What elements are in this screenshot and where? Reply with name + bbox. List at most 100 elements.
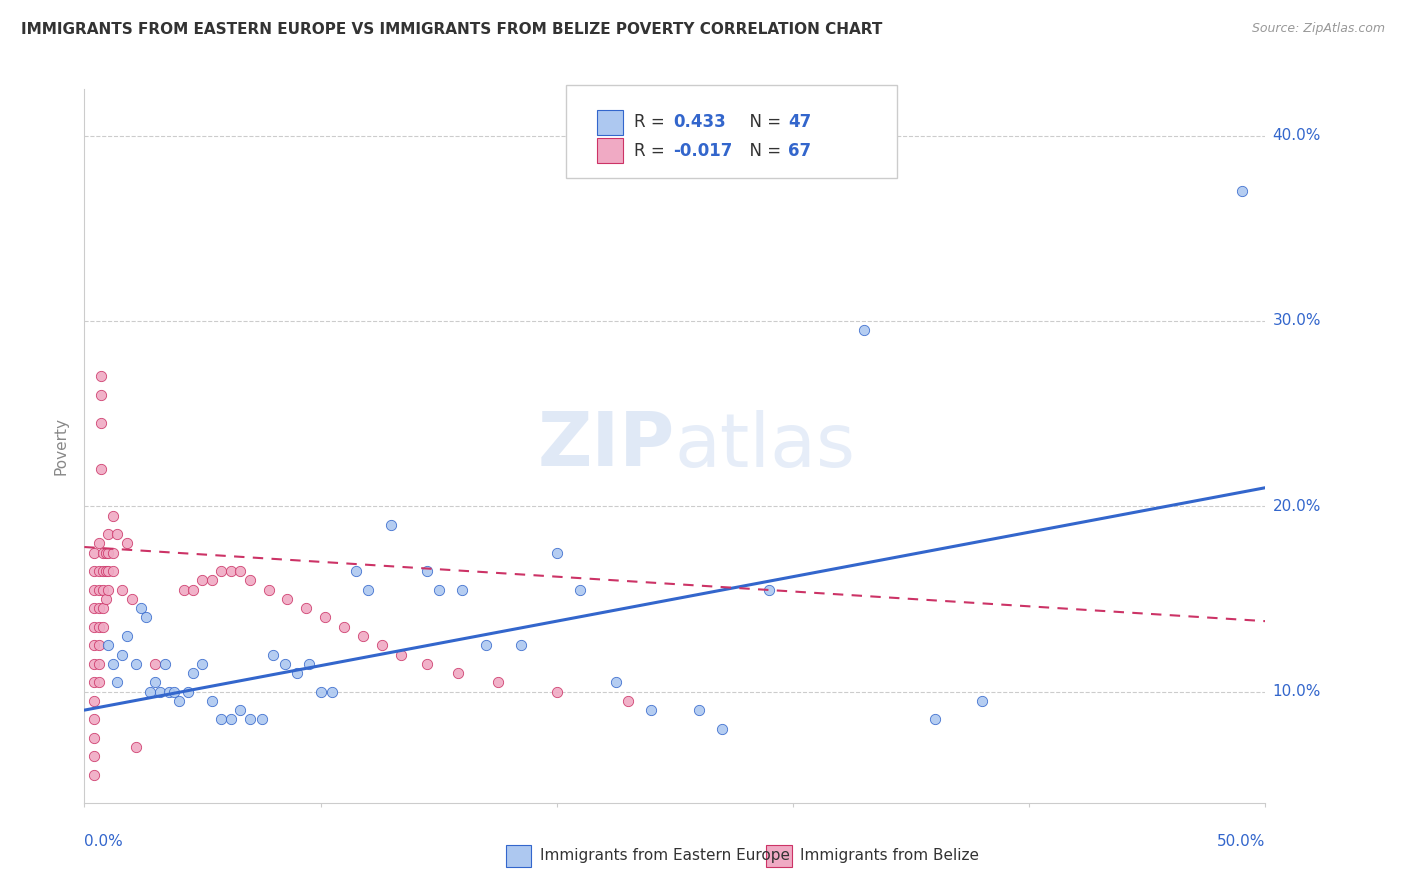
Point xyxy=(321,684,343,698)
Point xyxy=(344,564,367,578)
Point xyxy=(101,657,124,671)
Point xyxy=(149,684,172,698)
Text: 40.0%: 40.0% xyxy=(1272,128,1320,143)
Point xyxy=(97,564,120,578)
Point xyxy=(83,638,105,652)
Point xyxy=(970,694,993,708)
Point xyxy=(475,638,498,652)
Point xyxy=(97,527,120,541)
Point xyxy=(181,666,204,681)
Y-axis label: Poverty: Poverty xyxy=(53,417,69,475)
Point xyxy=(91,620,114,634)
Point xyxy=(416,564,439,578)
Point xyxy=(758,582,780,597)
Point xyxy=(191,574,214,588)
Point xyxy=(239,712,262,726)
Point xyxy=(91,545,114,559)
Point xyxy=(94,591,117,606)
Point xyxy=(97,582,120,597)
Point xyxy=(87,620,110,634)
Point xyxy=(157,684,180,698)
Point xyxy=(371,638,394,652)
Text: 20.0%: 20.0% xyxy=(1272,499,1320,514)
Point xyxy=(181,582,204,597)
Point xyxy=(101,564,124,578)
Point xyxy=(352,629,374,643)
Point xyxy=(257,582,280,597)
Point xyxy=(87,675,110,690)
Point xyxy=(111,582,134,597)
Point xyxy=(274,657,297,671)
Point xyxy=(83,657,105,671)
Point xyxy=(380,517,402,532)
Point xyxy=(107,527,129,541)
Text: 50.0%: 50.0% xyxy=(1218,834,1265,849)
Point xyxy=(87,536,110,550)
Point xyxy=(115,629,138,643)
Point xyxy=(87,582,110,597)
Point xyxy=(97,545,120,559)
Text: Immigrants from Eastern Europe: Immigrants from Eastern Europe xyxy=(540,848,790,863)
Text: 0.0%: 0.0% xyxy=(84,834,124,849)
Point xyxy=(83,694,105,708)
Point xyxy=(416,657,439,671)
Point xyxy=(209,712,232,726)
Point xyxy=(427,582,450,597)
Point xyxy=(167,694,190,708)
Point xyxy=(711,722,734,736)
Point xyxy=(177,684,200,698)
Point xyxy=(209,564,232,578)
Point xyxy=(173,582,195,597)
Point xyxy=(546,545,568,559)
Text: N =: N = xyxy=(740,142,786,160)
Text: 10.0%: 10.0% xyxy=(1272,684,1320,699)
Text: 47: 47 xyxy=(789,113,811,131)
Point xyxy=(1230,184,1253,198)
Point xyxy=(569,582,592,597)
Point xyxy=(250,712,273,726)
Point xyxy=(309,684,332,698)
Text: Immigrants from Belize: Immigrants from Belize xyxy=(800,848,979,863)
Point xyxy=(446,666,468,681)
Point xyxy=(125,740,148,755)
Point xyxy=(101,508,124,523)
Point xyxy=(605,675,627,690)
Point xyxy=(239,574,262,588)
Text: R =: R = xyxy=(634,142,669,160)
Point xyxy=(285,666,308,681)
Point xyxy=(94,564,117,578)
Point xyxy=(87,601,110,615)
Point xyxy=(153,657,176,671)
Point xyxy=(115,536,138,550)
Point xyxy=(91,601,114,615)
Point xyxy=(143,657,166,671)
Point xyxy=(97,638,120,652)
Point xyxy=(852,323,875,337)
Point xyxy=(87,564,110,578)
Point xyxy=(91,564,114,578)
Point xyxy=(219,712,242,726)
Text: 30.0%: 30.0% xyxy=(1272,313,1320,328)
Point xyxy=(83,768,105,782)
Point xyxy=(91,582,114,597)
Point xyxy=(357,582,380,597)
Point xyxy=(546,684,568,698)
Point xyxy=(83,601,105,615)
Point xyxy=(924,712,946,726)
Point xyxy=(107,675,129,690)
Point xyxy=(83,749,105,764)
Text: 67: 67 xyxy=(789,142,811,160)
Point xyxy=(201,694,224,708)
Point xyxy=(451,582,474,597)
Text: IMMIGRANTS FROM EASTERN EUROPE VS IMMIGRANTS FROM BELIZE POVERTY CORRELATION CHA: IMMIGRANTS FROM EASTERN EUROPE VS IMMIGR… xyxy=(21,22,883,37)
Point xyxy=(83,545,105,559)
Point xyxy=(83,564,105,578)
Point xyxy=(121,591,143,606)
Point xyxy=(616,694,638,708)
Point xyxy=(333,620,356,634)
Point xyxy=(90,462,112,476)
Text: R =: R = xyxy=(634,113,669,131)
Point xyxy=(201,574,224,588)
Point xyxy=(276,591,298,606)
Point xyxy=(143,675,166,690)
